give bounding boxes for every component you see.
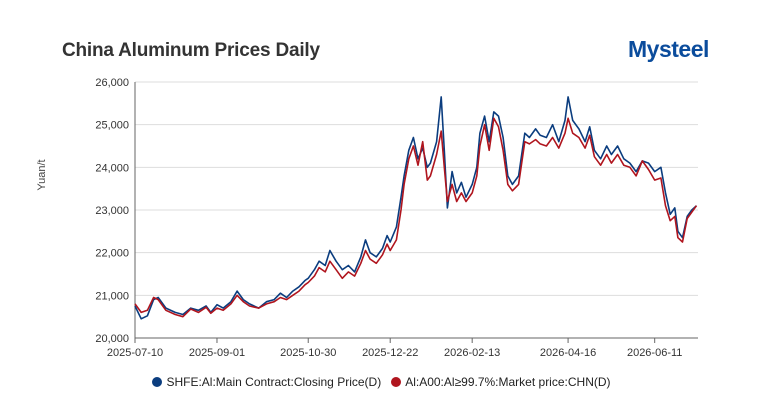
x-tick-label: 2026-04-16	[540, 347, 596, 359]
y-tick-label: 24,000	[95, 162, 129, 174]
legend-item-shfe[interactable]: SHFE:Al:Main Contract:Closing Price(D)	[152, 375, 381, 389]
chart-title: China Aluminum Prices Daily	[62, 40, 320, 61]
legend-label-a00: Al:A00:Al≥99.7%:Market price:CHN(D)	[405, 375, 611, 389]
series-line-a00	[134, 117, 698, 318]
series-line-shfe	[134, 96, 698, 320]
x-tick-label: 2026-06-11	[627, 347, 682, 359]
x-tick-label: 2025-10-30	[280, 347, 336, 359]
y-tick-label: 26,000	[95, 77, 129, 89]
y-tick-label: 21,000	[95, 290, 129, 302]
x-tick-label: 2025-07-10	[107, 347, 163, 359]
y-tick-label: 20,000	[95, 333, 129, 345]
y-tick-label: 23,000	[95, 205, 129, 217]
y-tick-label: 25,000	[95, 120, 129, 132]
mysteel-logo: Mysteel	[628, 36, 709, 62]
line-chart: 20,000 21,000 22,000 23,000 24,000 25,000 26,0…	[95, 77, 698, 359]
legend-label-shfe: SHFE:Al:Main Contract:Closing Price(D)	[166, 375, 382, 389]
x-tick-label: 2025-12-22	[362, 347, 418, 359]
y-tick-label: 22,000	[95, 248, 129, 260]
legend-dot-a00	[391, 377, 402, 387]
x-tick-label: 2026-02-13	[444, 347, 500, 359]
legend-item-a00[interactable]: Al:A00:Al≥99.7%:Market price:CHN(D)	[391, 375, 611, 389]
chart-legend: SHFE:Al:Main Contract:Closing Price(D) A…	[0, 375, 763, 389]
x-tick-label: 2025-09-01	[189, 347, 245, 359]
legend-dot-shfe	[152, 377, 163, 387]
